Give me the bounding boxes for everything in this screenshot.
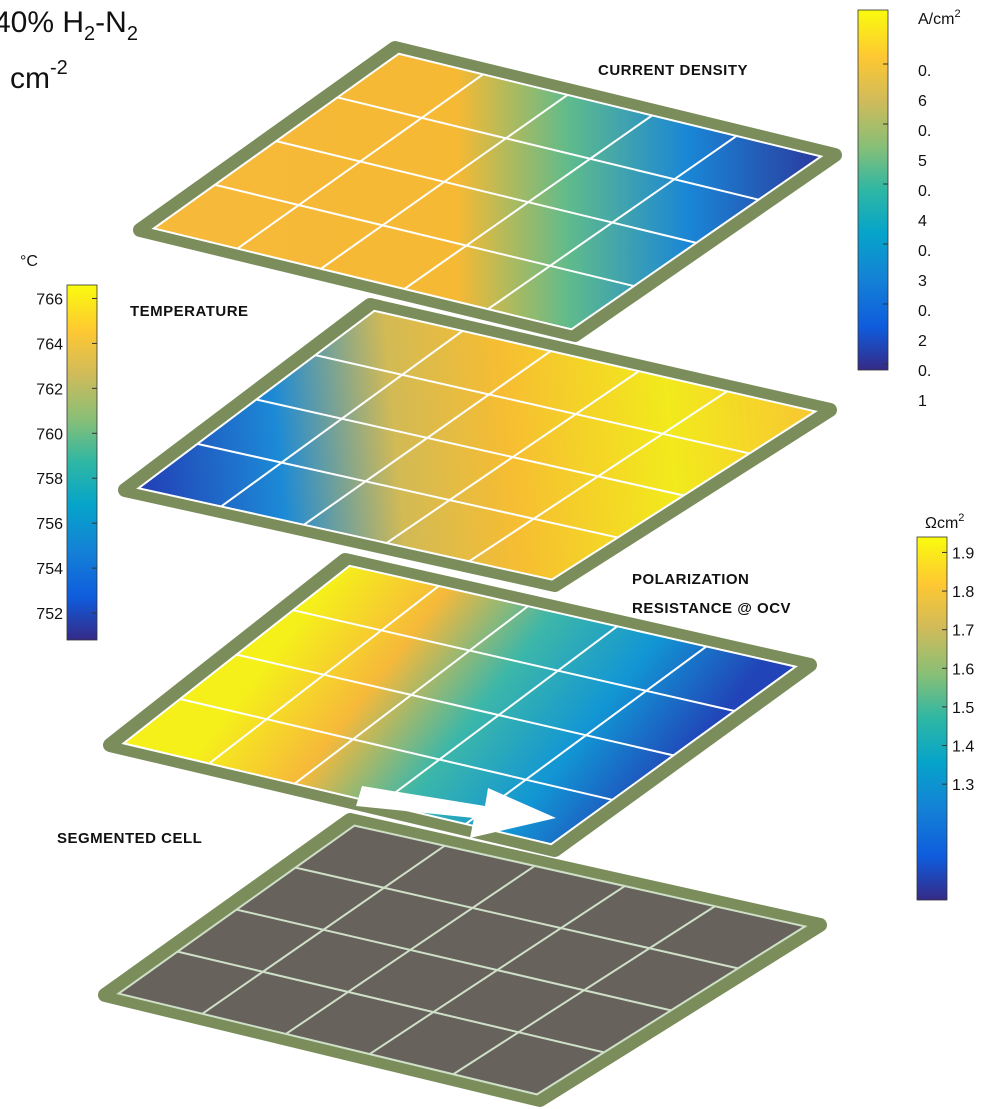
colorbar-tick-label: 0. 1 — [918, 363, 931, 410]
unit-part: Ωcm — [925, 515, 958, 532]
plate-surface — [121, 564, 798, 846]
colorbar-tick-label: 758 — [36, 471, 63, 488]
colorbar-tick-label: 0. 2 — [918, 303, 931, 350]
cell-grid-line — [236, 908, 672, 1012]
unit-part: A/cm — [918, 11, 954, 28]
colorbar-tick-label: 752 — [36, 606, 63, 623]
label-line: 0. — [918, 63, 931, 80]
colorbar-tick-label: 754 — [36, 561, 63, 578]
colorbar-tick-label: 766 — [36, 291, 63, 308]
cell-grid-line — [236, 653, 674, 757]
colorbar-unit: Ωcm2 — [925, 512, 964, 532]
subtitle: cm-2 — [10, 57, 68, 95]
cell-grid-line — [179, 698, 613, 801]
plates — [98, 41, 842, 1107]
labels: CURRENT DENSITY TEMPERATURE POLARIZATION RE… — [57, 62, 791, 847]
flow-arrow — [356, 786, 556, 838]
cell-grid-line — [214, 183, 635, 288]
unit-part: 2 — [958, 512, 964, 524]
colorbar — [916, 536, 948, 901]
colorbar-tick-label: 762 — [36, 381, 63, 398]
cell-grid-line — [197, 442, 618, 539]
cell-grid-line — [256, 398, 684, 497]
cell-grid-line — [295, 866, 739, 970]
label-line: 0. — [918, 363, 931, 380]
unit-part: 2 — [954, 8, 960, 20]
label-line: 0. — [918, 243, 931, 260]
colorbar-tick-label: 756 — [36, 516, 63, 533]
layer-label: SEGMENTED CELL — [57, 830, 202, 847]
cell-grid-line — [177, 950, 605, 1054]
label-line: 4 — [918, 213, 927, 230]
label-line: 1 — [918, 393, 927, 410]
layer-label: RESISTANCE @ OCV — [632, 600, 791, 617]
colorbar-tick-label: 0. 6 — [918, 63, 931, 110]
layer-label: CURRENT DENSITY — [598, 62, 748, 79]
label-line: 6 — [918, 93, 927, 110]
label-line: 3 — [918, 273, 927, 290]
label-line: 5 — [918, 153, 927, 170]
colorbar — [66, 284, 98, 641]
title: 40% H2-N2 — [0, 6, 138, 45]
cell-grid-line — [337, 96, 759, 201]
cell-grid-line — [292, 609, 735, 712]
colorbar-tick-label: 1.4 — [952, 739, 974, 756]
colorbar-tick-label: 0. 5 — [918, 123, 931, 170]
label-line: 0. — [918, 303, 931, 320]
colorbar-tick-label: 760 — [36, 426, 63, 443]
colorbar-tick-label: 0. 4 — [918, 183, 931, 230]
cell-grid-line — [315, 354, 750, 455]
colorbar-unit: °C — [20, 253, 38, 270]
layer-label: POLARIZATION — [632, 571, 749, 588]
colorbar-tick-label: 764 — [36, 336, 63, 353]
colorbar-unit: A/cm2 — [918, 8, 961, 28]
colorbar-tick-label: 1.6 — [952, 661, 974, 678]
colorbar-tick-label: 1.5 — [952, 700, 974, 717]
colorbar-tick-label: 1.3 — [952, 777, 974, 794]
colorbar — [857, 9, 889, 371]
unit-part: °C — [20, 253, 38, 270]
plate-surface — [116, 824, 808, 1096]
colorbar-tick-label: 1.8 — [952, 584, 974, 601]
cell-grid-line — [276, 140, 697, 244]
colorbar-tick-label: 1.7 — [952, 623, 974, 640]
colorbar-tick-label: 1.9 — [952, 545, 974, 562]
label-line: 0. — [918, 123, 931, 140]
label-line: 0. — [918, 183, 931, 200]
plate-surface — [136, 309, 818, 581]
label-line: 2 — [918, 333, 927, 350]
colorbar-tick-label: 0. 3 — [918, 243, 931, 290]
layer-label: TEMPERATURE — [130, 303, 249, 320]
